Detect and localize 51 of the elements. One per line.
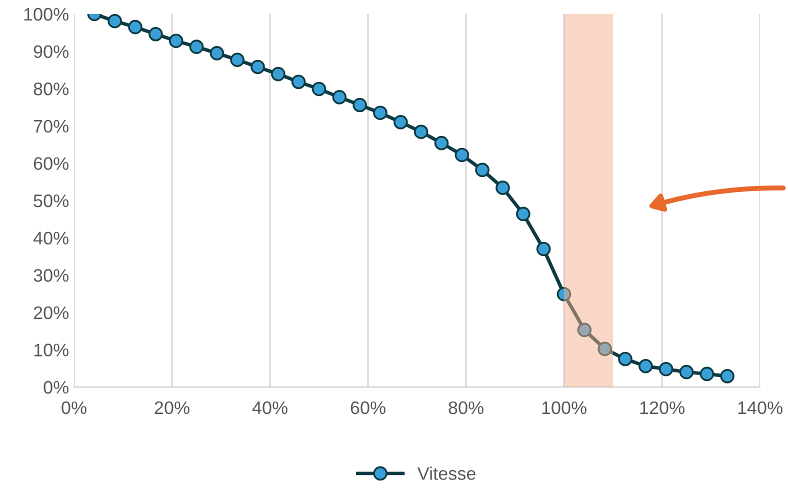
point [168,34,184,48]
point [312,82,326,96]
y-tick-label: 90% [34,45,68,58]
point [536,242,551,256]
x-tick-label: 120% [640,401,684,414]
point [454,148,470,162]
point [189,40,204,54]
x-tick-label: 100% [542,401,586,414]
point [332,90,347,104]
y-tick-label: 30% [34,269,68,282]
point [414,124,428,140]
point [638,358,653,374]
point [496,180,510,195]
point [291,74,306,90]
point [577,322,592,338]
point [556,286,572,302]
x-tick-label: 140% [738,401,782,414]
point [475,162,490,178]
point [148,26,163,42]
point [250,60,265,74]
point [394,115,408,130]
point [210,46,224,60]
y-tick-label: 60% [34,157,68,170]
point [271,66,286,82]
point [230,52,244,68]
x-tick-label: 20% [154,401,190,414]
y-tick-label: 50% [34,194,68,208]
y-tick-label: 20% [34,306,68,320]
point [720,369,734,384]
point [108,14,122,28]
point [128,20,142,34]
y-tick-label: 100% [24,8,68,21]
x-tick-label: 40% [252,401,288,414]
point [373,106,388,120]
point [434,136,449,150]
x-tick-label: 0% [62,401,86,414]
y-tick-label: 80% [34,82,68,96]
y-tick-label: 10% [34,344,68,356]
y-tick-label: 0% [44,380,68,394]
y-tick-label: 40% [33,232,68,245]
x-tick-label: 80% [448,401,484,414]
point [679,364,694,380]
point [658,362,674,376]
point [700,366,714,382]
x-tick-label: 60% [350,401,386,414]
point [516,206,530,222]
y-tick-label: 70% [34,120,68,133]
point [352,98,367,112]
point [618,352,632,366]
point [598,342,612,356]
legend-label: Vitesse [417,466,476,480]
